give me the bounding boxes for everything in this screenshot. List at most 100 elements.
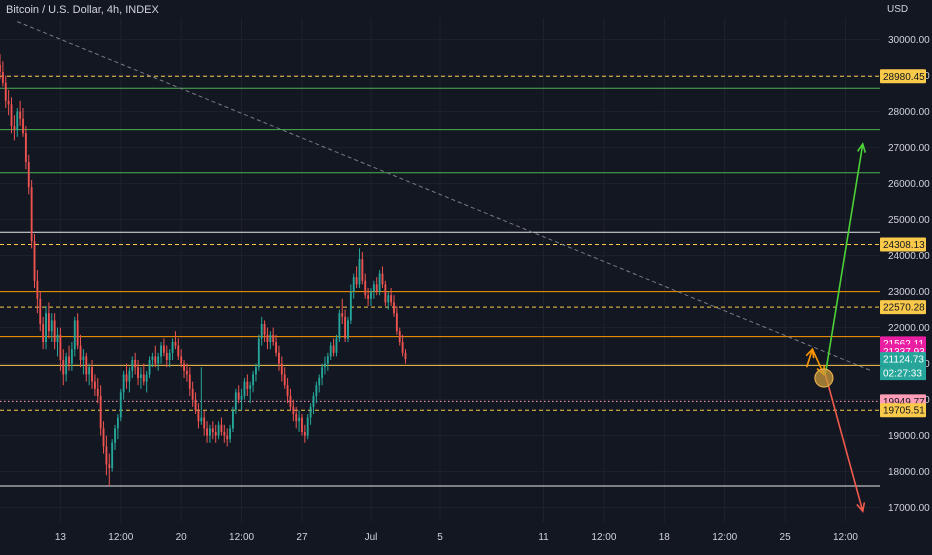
candle-body	[19, 111, 22, 119]
level-price-label: 28980.45	[883, 72, 925, 83]
candle-body	[395, 313, 398, 332]
symbol-title[interactable]: Bitcoin / U.S. Dollar, 4h, INDEX	[6, 4, 159, 16]
candle-body	[174, 342, 177, 346]
y-tick-label: 30000.00	[888, 35, 930, 46]
candle-body	[157, 356, 160, 364]
candle-body	[76, 320, 79, 346]
currency-label[interactable]: USD	[887, 4, 909, 15]
candle-body	[162, 345, 165, 353]
countdown-label: 02:27:33	[883, 369, 922, 380]
candle-body	[68, 356, 70, 364]
x-tick-label: 12:00	[591, 532, 616, 543]
candle-body	[312, 396, 315, 407]
candle-body	[364, 280, 367, 296]
candle-body	[65, 356, 68, 375]
candle-body	[252, 374, 255, 386]
x-tick-label: 18	[659, 532, 671, 543]
candle-body	[344, 316, 347, 339]
candle-body	[370, 291, 372, 299]
drawings	[805, 142, 867, 513]
candle-body	[232, 410, 234, 429]
candle-body	[335, 338, 338, 353]
candle-body	[7, 100, 10, 105]
y-tick-label: 18000.00	[888, 467, 930, 478]
candle-body	[105, 446, 108, 465]
candle-body	[56, 334, 59, 342]
candle-body	[177, 345, 180, 357]
candle-body	[47, 313, 50, 332]
grid-layer	[0, 18, 880, 522]
candle-body	[263, 324, 266, 335]
candle-body	[280, 363, 283, 375]
candle-body	[243, 381, 246, 396]
candle-body	[375, 284, 378, 292]
candle-body	[82, 356, 85, 360]
candle-body	[24, 133, 27, 162]
candle-body	[367, 295, 370, 299]
candle-body	[168, 352, 171, 360]
candle-body	[165, 352, 168, 360]
candle-body	[197, 410, 200, 422]
candle-body	[96, 388, 99, 396]
candle-body	[206, 428, 208, 436]
candle-body	[142, 374, 145, 382]
candle-body	[361, 259, 364, 281]
candle-body	[99, 396, 102, 429]
candle-body	[324, 363, 326, 368]
candle-body	[125, 374, 128, 382]
candle-body	[384, 284, 387, 303]
y-tick-label: 25000.00	[888, 215, 930, 226]
candle-body	[266, 334, 269, 342]
candle-body	[306, 417, 309, 436]
x-tick-label: 25	[780, 532, 792, 543]
current-price-label-box	[880, 352, 926, 367]
candle-body	[283, 374, 286, 386]
candle-body	[381, 273, 384, 285]
candle-body	[347, 320, 349, 339]
y-tick-label: 19000.00	[888, 431, 930, 442]
drawn-arrow-line	[805, 348, 814, 368]
level-price-label: 19705.51	[883, 406, 925, 417]
candle-body	[70, 349, 73, 364]
candle-body	[160, 345, 162, 357]
candle-body	[39, 298, 42, 324]
candle-body	[209, 428, 211, 436]
candle-body	[226, 435, 229, 440]
candle-body	[131, 360, 134, 371]
candle-body	[355, 277, 358, 285]
candle-body	[275, 342, 278, 353]
candle-body	[349, 291, 352, 321]
level-price-label-box	[880, 237, 926, 252]
x-tick-label: 12:00	[833, 532, 858, 543]
x-tick-label: 27	[296, 532, 308, 543]
candle-body	[404, 352, 407, 360]
highlight-circle	[814, 368, 834, 388]
candle-body	[148, 360, 151, 375]
x-tick-label: 12:00	[712, 532, 737, 543]
candle-body	[145, 374, 148, 382]
candle-body	[318, 378, 321, 386]
y-tick-label: 23000.00	[888, 287, 930, 298]
drawn-arrow-line	[824, 143, 864, 375]
candle-body	[309, 406, 312, 418]
candle-body	[13, 126, 16, 130]
x-tick-label: Jul	[365, 532, 378, 543]
candle-body	[1, 72, 4, 83]
candle-body	[272, 334, 275, 342]
candle-body	[183, 363, 185, 371]
candle-body	[91, 367, 93, 382]
level-price-label-box	[880, 69, 926, 84]
candle-body	[289, 396, 292, 407]
candle-body	[378, 273, 381, 292]
candle-body	[278, 352, 280, 364]
candle-body	[249, 385, 252, 389]
axes: 17000.0018000.0019000.0020000.0021000.00…	[55, 35, 930, 543]
candle-body	[398, 331, 401, 342]
candle-body	[50, 320, 53, 332]
candle-body	[326, 356, 329, 364]
candle-body	[332, 345, 335, 353]
y-tick-label: 28000.00	[888, 107, 930, 118]
candle-body	[298, 417, 301, 422]
level-price-label: 24308.13	[883, 240, 925, 251]
